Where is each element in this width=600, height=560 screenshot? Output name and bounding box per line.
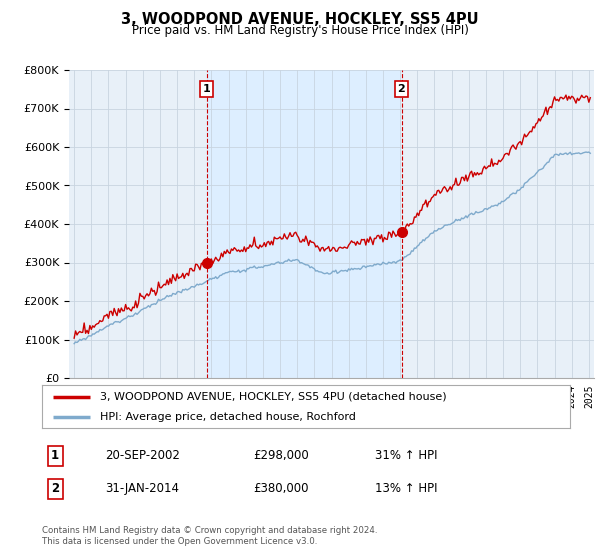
Text: 2: 2 [398,84,406,94]
Text: £380,000: £380,000 [253,482,309,496]
Text: 1: 1 [203,84,211,94]
Bar [206,70,401,378]
Text: 31-JAN-2014: 31-JAN-2014 [106,482,179,496]
Text: HPI: Average price, detached house, Rochford: HPI: Average price, detached house, Roch… [100,413,356,422]
Text: 1: 1 [51,449,59,463]
Text: £298,000: £298,000 [253,449,309,463]
Text: 3, WOODPOND AVENUE, HOCKLEY, SS5 4PU (detached house): 3, WOODPOND AVENUE, HOCKLEY, SS5 4PU (de… [100,392,447,402]
Text: Contains HM Land Registry data © Crown copyright and database right 2024.
This d: Contains HM Land Registry data © Crown c… [42,526,377,546]
Text: 3, WOODPOND AVENUE, HOCKLEY, SS5 4PU: 3, WOODPOND AVENUE, HOCKLEY, SS5 4PU [121,12,479,27]
Text: 20-SEP-2002: 20-SEP-2002 [106,449,180,463]
Text: Price paid vs. HM Land Registry's House Price Index (HPI): Price paid vs. HM Land Registry's House … [131,24,469,37]
Text: 2: 2 [51,482,59,496]
Text: 13% ↑ HPI: 13% ↑ HPI [374,482,437,496]
Text: 31% ↑ HPI: 31% ↑ HPI [374,449,437,463]
